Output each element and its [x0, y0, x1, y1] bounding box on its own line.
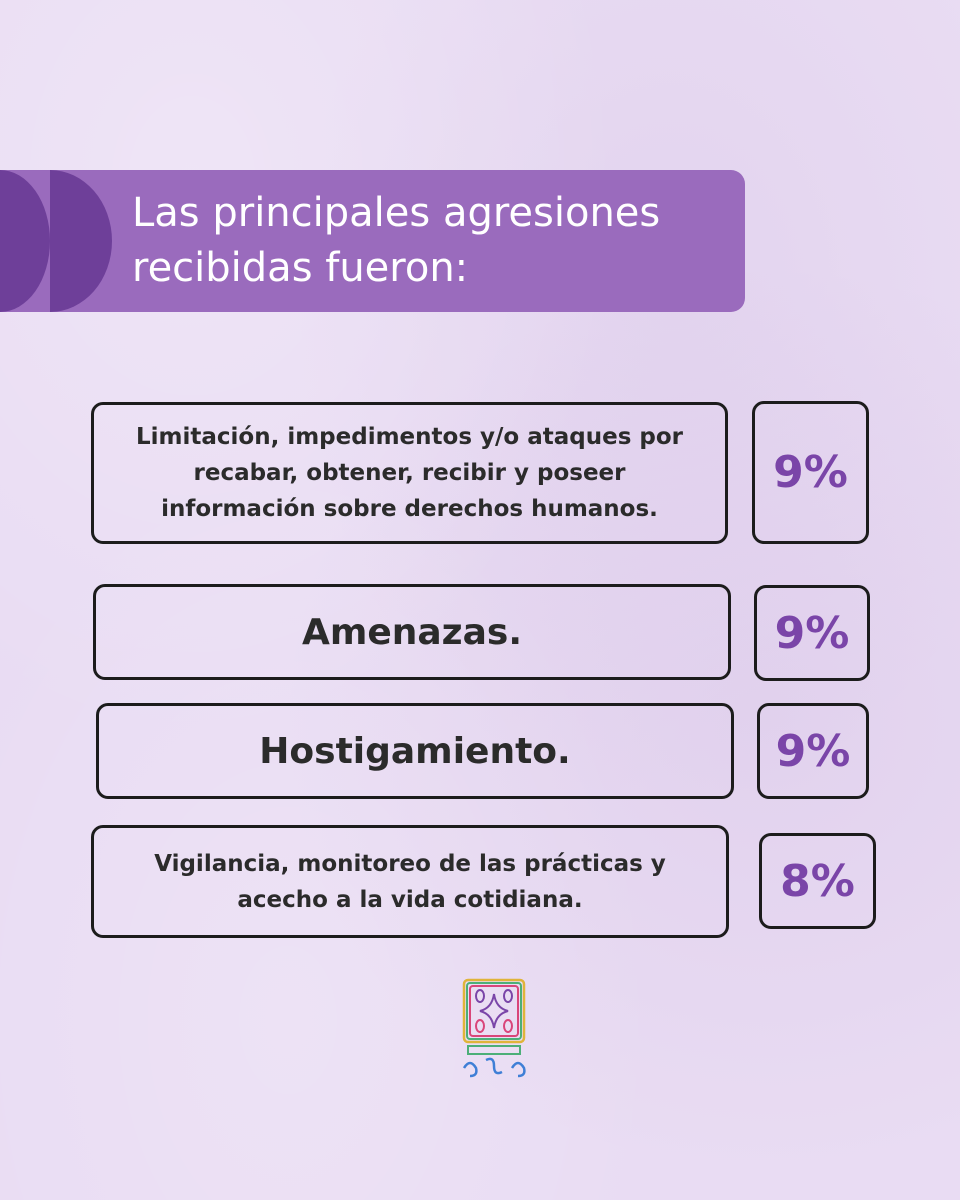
aggression-percent-2: 9%: [754, 585, 870, 681]
aggression-item-2: Amenazas.: [93, 584, 731, 680]
aggression-item-3: Hostigamiento.: [96, 703, 734, 799]
percent-value: 9%: [773, 447, 848, 498]
aggression-label: Amenazas.: [301, 611, 523, 653]
aggression-percent-4: 8%: [759, 833, 876, 929]
half-circles-icon: [0, 170, 112, 312]
aggression-percent-3: 9%: [757, 703, 869, 799]
aggression-item-1: Limitación, impedimentos y/o ataques por…: [91, 402, 728, 544]
aggression-label: Vigilancia, monitoreo de las prácticas y…: [154, 850, 666, 913]
percent-value: 8%: [780, 855, 855, 907]
aggression-label: Limitación, impedimentos y/o ataques por…: [135, 424, 683, 522]
page-title: Las principales agresiones recibidas fue…: [132, 190, 661, 291]
aggression-percent-1: 9%: [752, 401, 869, 544]
percent-value: 9%: [775, 725, 851, 777]
aggression-label: Hostigamiento.: [259, 730, 571, 772]
title-banner: Las principales agresiones recibidas fue…: [0, 170, 745, 312]
embroidered-glyph-logo-icon: [462, 978, 526, 1078]
aggression-item-4: Vigilancia, monitoreo de las prácticas y…: [91, 825, 729, 938]
percent-value: 9%: [774, 607, 850, 659]
